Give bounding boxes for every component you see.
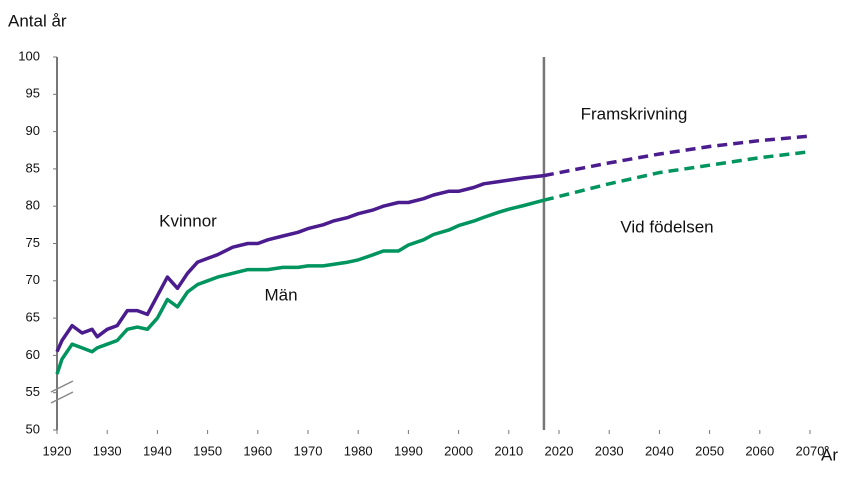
y-tick-label: 60 (26, 347, 40, 362)
x-tick-label: 1930 (93, 443, 122, 458)
x-tick-label: 2010 (494, 443, 523, 458)
x-tick-label: 1920 (43, 443, 72, 458)
y-tick-label: 90 (26, 123, 40, 138)
y-tick-label: 100 (18, 48, 40, 63)
x-tick-label: 2020 (545, 443, 574, 458)
y-tick-label: 75 (26, 235, 40, 250)
y-tick-label: 70 (26, 272, 40, 287)
series-label: Kvinnor (159, 211, 217, 230)
y-tick-label: 65 (26, 310, 40, 325)
x-tick-label: 2000 (444, 443, 473, 458)
x-tick-label: 2040 (645, 443, 674, 458)
y-tick-label: 85 (26, 160, 40, 175)
x-tick-label: 1990 (394, 443, 423, 458)
x-tick-label: 1950 (193, 443, 222, 458)
x-tick-label: 2050 (695, 443, 724, 458)
x-tick-label: 1960 (243, 443, 272, 458)
axis-break (50, 380, 74, 393)
series-line (543, 134, 811, 178)
x-tick-label: 2030 (595, 443, 624, 458)
axis-break (50, 391, 74, 404)
y-axis-title: Antal år (8, 11, 67, 30)
y-tick-label: 80 (26, 198, 40, 213)
annotation: Vid födelsen (620, 217, 713, 236)
y-tick-label: 95 (26, 86, 40, 101)
x-tick-label: 2060 (745, 443, 774, 458)
x-tick-label: 1970 (294, 443, 323, 458)
series-label: Män (264, 285, 297, 304)
series-line (55, 198, 545, 375)
y-tick-label: 55 (26, 384, 40, 399)
x-tick-label: 2070 (796, 443, 825, 458)
y-tick-label: 50 (26, 421, 40, 436)
annotation: Framskrivning (581, 104, 688, 123)
series-line (55, 173, 545, 353)
x-axis-title: År (821, 445, 838, 464)
x-tick-label: 1980 (344, 443, 373, 458)
series-line (543, 149, 811, 202)
x-tick-label: 1940 (143, 443, 172, 458)
